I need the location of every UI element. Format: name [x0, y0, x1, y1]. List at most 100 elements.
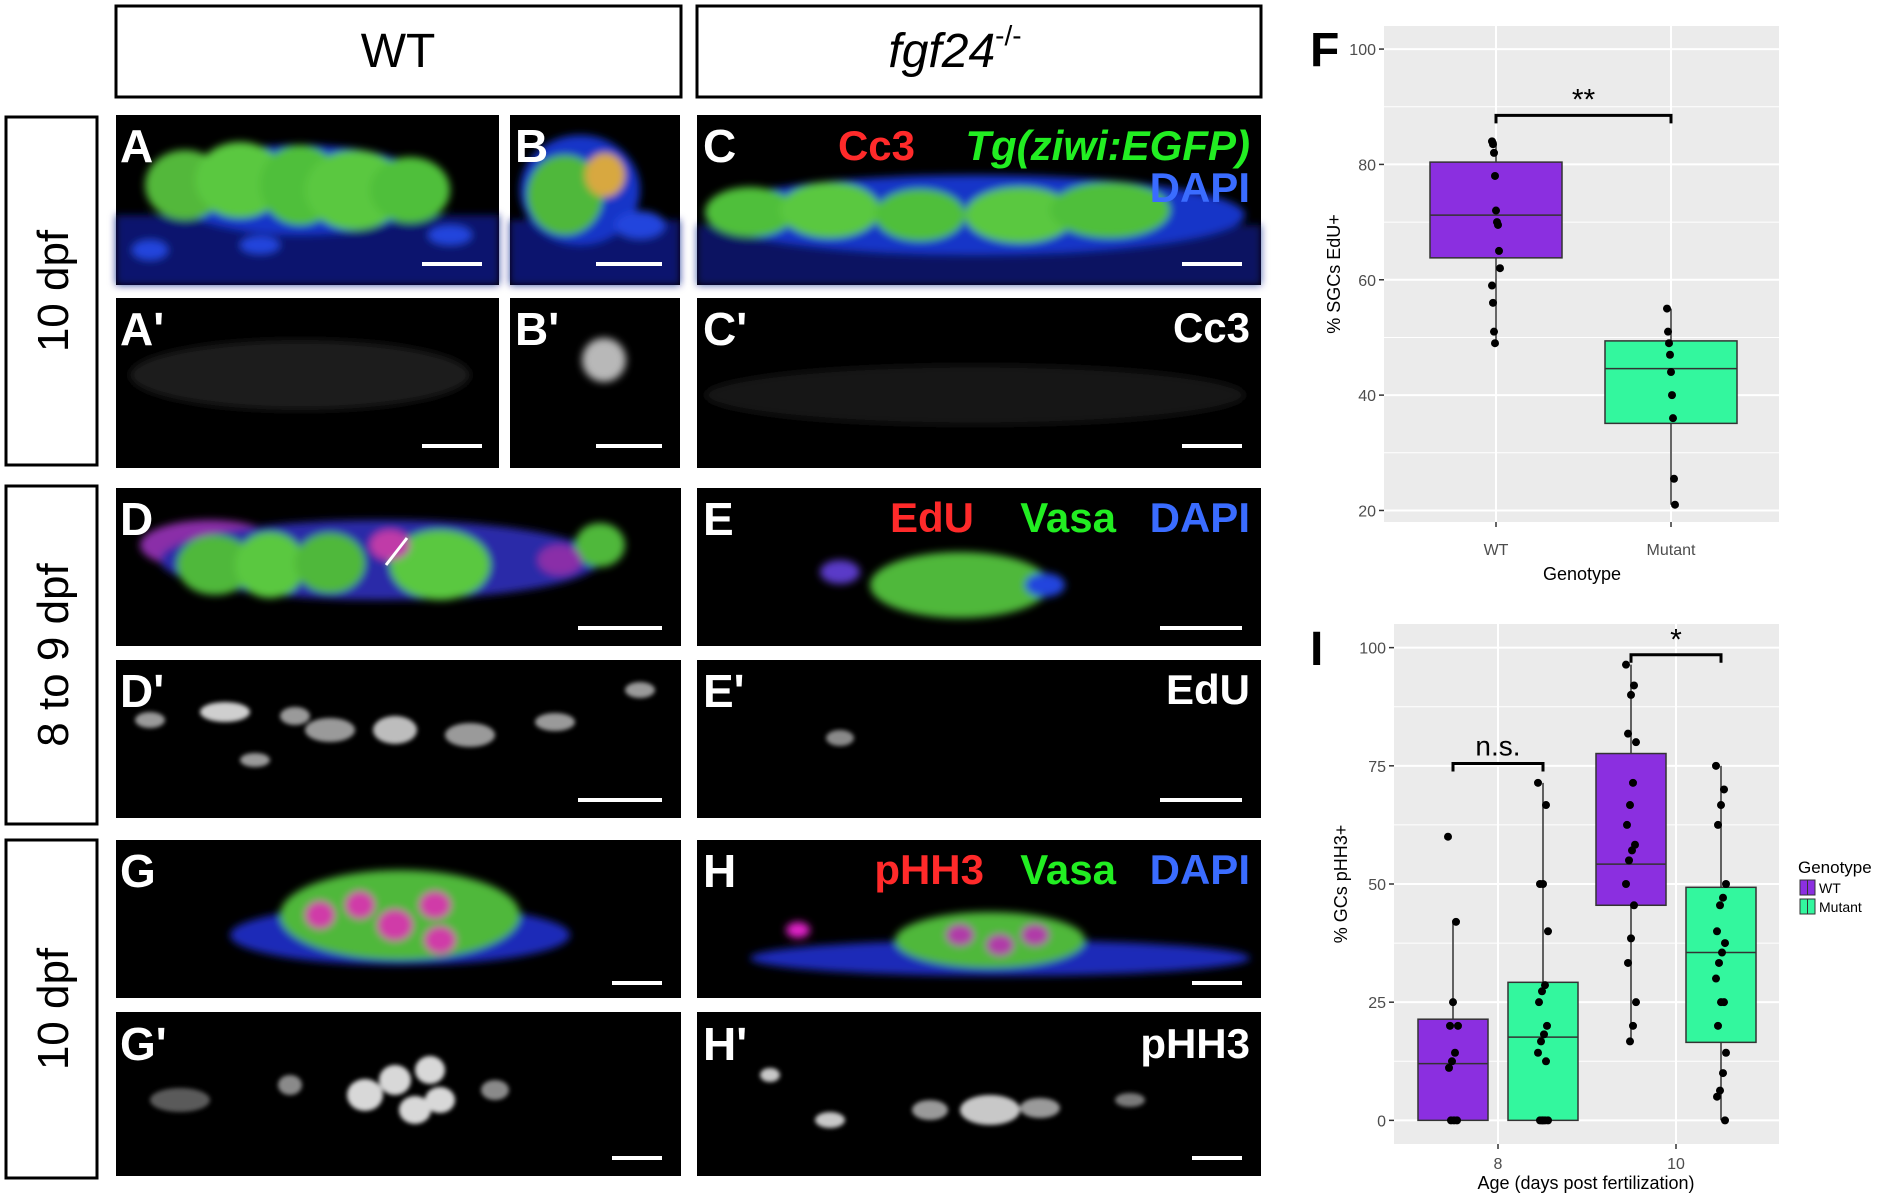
chart-i-point: [1534, 778, 1542, 787]
micrograph-panel-a-prime: A': [116, 298, 499, 468]
micrograph-panel-g: G: [116, 840, 681, 998]
chart-i-x-axis-label: Age (days post fertilization): [1477, 1173, 1694, 1193]
chart-i-y-tick-label: 100: [1359, 641, 1386, 658]
chart-i-point: [1722, 1048, 1730, 1057]
chart-f-point: [1669, 414, 1677, 423]
chart-i-point: [1536, 880, 1544, 888]
row-label-3: 10 dpf: [4, 838, 99, 1180]
micrograph-panel-e-prime: E' EdU: [697, 660, 1261, 818]
row-label-2: 8 to 9 dpf: [4, 484, 99, 826]
chart-i-point: [1448, 1057, 1456, 1066]
chart-f-y-tick-label: 80: [1358, 157, 1376, 174]
chart-f-point: [1491, 171, 1499, 180]
micrograph-panel-d-prime: D': [116, 660, 681, 818]
chart-f-point: [1494, 220, 1502, 229]
panel-letter-a-prime: A': [120, 303, 164, 355]
chart-f-point: [1667, 368, 1675, 377]
column-header-mutant-text: fgf24-/-: [888, 20, 1021, 78]
panel-letter-f: F: [1310, 24, 1339, 77]
chart-f-point: [1489, 140, 1497, 149]
chart-f-point: [1496, 264, 1504, 273]
chart-i-point: [1446, 1021, 1454, 1030]
panel-letter-h-prime: H': [703, 1018, 747, 1070]
chart-i-point: [1626, 801, 1634, 810]
chart-f-y-tick-label: 100: [1349, 42, 1376, 59]
micrograph-panel-a: A: [116, 115, 499, 285]
panel-letter-b: B: [515, 120, 548, 172]
chart-i-point: [1452, 917, 1460, 926]
chart-i-x-tick-label: 8: [1494, 1156, 1503, 1173]
chart-i-point: [1447, 1116, 1455, 1125]
channel-label-cc3-single: Cc3: [1173, 304, 1250, 351]
mutant-gene-name: fgf24: [888, 25, 995, 78]
chart-i-box-wt-10: [1595, 752, 1667, 907]
chart-f-point: [1489, 298, 1497, 307]
chart-f-point: [1664, 327, 1672, 336]
chart-f-x-tick-label: Mutant: [1647, 542, 1696, 559]
chart-f-y-axis-label: % SGCs EdU+: [1324, 214, 1344, 334]
chart-i-point: [1719, 1069, 1727, 1078]
chart-f-y-tick-label: 60: [1358, 273, 1376, 290]
channel-label-vasa-row2: Vasa: [1020, 494, 1116, 541]
chart-i-point: [1542, 1057, 1550, 1066]
chart-i-point: [1444, 832, 1452, 841]
channel-label-vasa-row3: Vasa: [1020, 846, 1116, 893]
channel-label-dapi-row1: DAPI: [1150, 164, 1250, 211]
chart-i-point: [1712, 974, 1720, 983]
micrograph-panel-b-prime: B': [510, 298, 680, 468]
column-header-wt: WT: [114, 4, 683, 99]
micrograph-panel-c-prime: C' Cc3: [697, 298, 1261, 468]
chart-i-significance-label-8: n.s.: [1475, 730, 1520, 761]
chart-i-point: [1719, 893, 1727, 902]
chart-i-y-tick-label: 25: [1368, 995, 1386, 1012]
chart-i-legend-label-mutant: Mutant: [1819, 899, 1862, 915]
panel-letter-e-prime: E': [703, 665, 745, 717]
chart-i-point: [1714, 820, 1722, 829]
panel-letter-e: E: [703, 493, 734, 545]
micrograph-panel-b: B: [510, 115, 680, 285]
chart-f-genotype-edu: F 20 40 60 80 100 WT Mutant ** Genotype % SGC…: [1310, 24, 1779, 584]
chart-i-point: [1715, 958, 1723, 967]
micrograph-panel-h: H pHH3 Vasa DAPI: [697, 840, 1261, 998]
channel-label-phh3: pHH3: [874, 846, 984, 893]
chart-i-point: [1720, 785, 1728, 794]
chart-f-y-tick-label: 20: [1358, 503, 1376, 520]
chart-i-y-tick-label: 0: [1377, 1113, 1386, 1130]
chart-i-point: [1624, 729, 1632, 738]
channel-label-dapi-row2: DAPI: [1150, 494, 1250, 541]
chart-i-point: [1535, 998, 1543, 1007]
chart-i-point: [1713, 1092, 1721, 1101]
chart-i-y-ticks: 0 25 50 75 100: [1359, 641, 1394, 1130]
chart-i-point: [1714, 1021, 1722, 1030]
chart-f-point: [1663, 304, 1671, 313]
chart-i-point: [1722, 880, 1730, 888]
chart-i-point: [1716, 901, 1724, 910]
chart-i-boxes: [1417, 664, 1757, 1122]
chart-i-significance-bracket-10: [1629, 653, 1723, 663]
chart-f-point: [1492, 206, 1500, 215]
channel-label-edu-single: EdU: [1166, 666, 1250, 713]
channel-label-phh3-single: pHH3: [1140, 1020, 1250, 1067]
chart-i-point: [1627, 690, 1635, 699]
chart-f-point: [1495, 246, 1503, 255]
chart-i-legend: Genotype WT Mutant: [1798, 858, 1872, 915]
chart-i-point: [1538, 987, 1546, 996]
chart-i-point: [1622, 880, 1630, 888]
channel-label-edu: EdU: [890, 494, 974, 541]
micrograph-panel-e: E EdU Vasa DAPI: [697, 488, 1261, 646]
panel-letter-a: A: [120, 120, 153, 172]
chart-i-point: [1713, 927, 1721, 936]
panel-letter-g-prime: G': [120, 1018, 167, 1070]
chart-i-x-ticks: 8 10: [1494, 1144, 1685, 1173]
panel-letter-b-prime: B': [515, 303, 559, 355]
channel-label-cc3: Cc3: [838, 122, 915, 169]
panel-letter-i: I: [1310, 623, 1323, 676]
chart-i-box-wt-8: [1417, 1018, 1489, 1122]
chart-i-point: [1623, 820, 1631, 829]
chart-i-point: [1632, 998, 1640, 1007]
chart-f-point: [1490, 327, 1498, 336]
chart-f-point: [1666, 350, 1674, 359]
chart-i-point: [1449, 998, 1457, 1007]
chart-i-y-tick-label: 50: [1368, 877, 1386, 894]
